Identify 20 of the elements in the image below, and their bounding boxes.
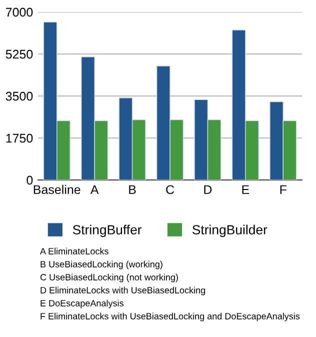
x-tick-label: Baseline <box>34 184 80 194</box>
x-tick-label: F <box>280 185 286 194</box>
y-tick-label: 7000 <box>6 8 33 17</box>
y-tick-label: 1750 <box>6 134 33 143</box>
x-tick-label: E <box>242 185 250 194</box>
text: E DoEscapeAnalysis <box>40 300 124 308</box>
text: D EliminateLocks with UseBiasedLocking <box>40 286 206 296</box>
x-tick-label: A <box>90 185 99 194</box>
legend-label: StringBuilder <box>192 224 268 238</box>
x-tick-label: B <box>129 185 136 194</box>
x-tick-label: C <box>166 185 174 194</box>
y-tick-label: 5250 <box>6 50 33 59</box>
text: C UseBiasedLocking (not working) <box>40 274 178 282</box>
text: B UseBiasedLocking (working) <box>40 260 162 270</box>
x-tick-label: D <box>204 185 212 194</box>
text: F EliminateLocks with UseBiasedLocking and DoEscapeAnalysis <box>40 312 300 322</box>
y-tick-label: 3500 <box>6 92 33 101</box>
y-tick-label: 0 <box>26 176 33 185</box>
legend-label: StringBuffer <box>72 224 142 238</box>
text: A EliminateLocks <box>40 248 108 254</box>
